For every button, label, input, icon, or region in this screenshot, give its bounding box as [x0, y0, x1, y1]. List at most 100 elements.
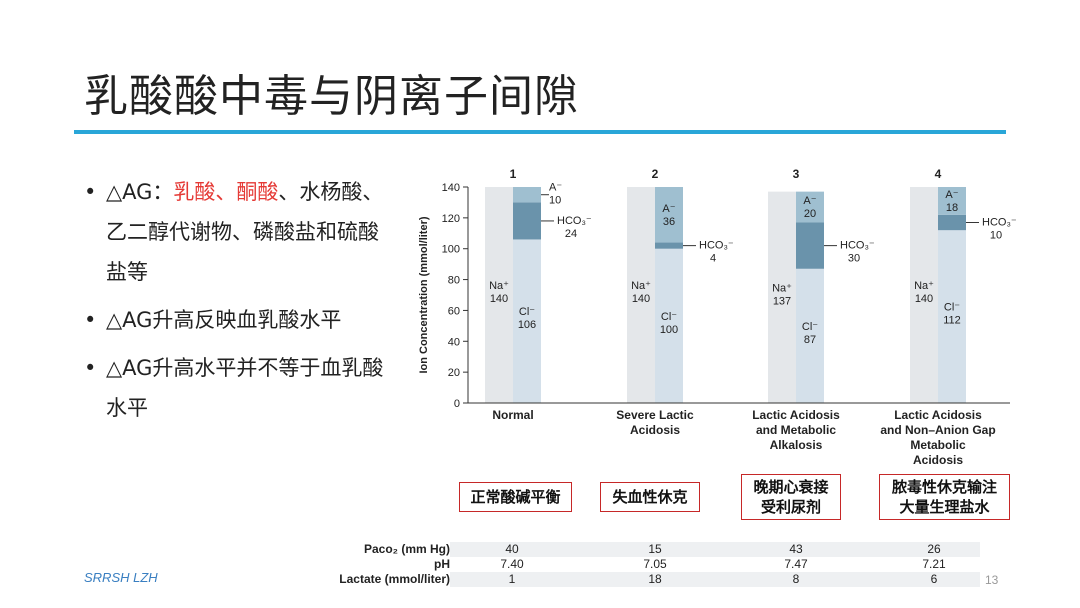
hco3-label: HCO₃⁻	[840, 240, 875, 252]
na-value: 140	[915, 293, 933, 305]
cl-label: Cl⁻	[944, 302, 960, 314]
scenario-label-line: 失血性休克	[612, 488, 688, 506]
bar-na	[910, 187, 938, 403]
hco3-value: 4	[710, 253, 716, 265]
group-number: 2	[652, 167, 659, 181]
y-axis-title: Ion Concentration (mmol/liter)	[418, 216, 430, 373]
bar-hco3	[655, 242, 683, 249]
bullet-dot: •	[84, 308, 97, 332]
y-tick-label: 40	[448, 336, 460, 348]
bar-anion	[796, 191, 824, 223]
group-label: Metabolic	[910, 438, 966, 452]
na-value: 140	[490, 293, 508, 305]
bar-na	[627, 187, 655, 403]
bullet-dot: •	[84, 180, 97, 204]
scenario-label-box: 晚期心衰接 受利尿剂	[741, 474, 841, 520]
slide-title: 乳酸酸中毒与阴离子间隙	[84, 71, 579, 122]
hco3-label: HCO₃⁻	[699, 240, 734, 252]
anion-value: 36	[663, 216, 675, 228]
table-cell: 7.05	[643, 557, 667, 571]
table-cell: 8	[792, 572, 800, 586]
table-cell: 18	[648, 572, 662, 586]
group-label: Lactic Acidosis	[894, 408, 982, 422]
table-cell: 7.40	[500, 557, 524, 571]
anion-value: 18	[946, 202, 958, 214]
group-number: 3	[793, 167, 800, 181]
bullet-item: • △AG：乳酸、酮酸、水杨酸、乙二醇代谢物、磷酸盐和硫酸盐等	[84, 172, 384, 292]
table-cell: 7.21	[922, 557, 946, 571]
row-shading	[450, 542, 980, 557]
y-tick-label: 140	[442, 182, 460, 194]
cl-value: 112	[943, 315, 961, 327]
table-row-label: Lactate (mmol/liter)	[339, 572, 450, 586]
bar-cl	[655, 248, 683, 403]
hco3-value: 30	[848, 253, 860, 265]
cl-value: 106	[518, 319, 536, 331]
cl-value: 100	[660, 324, 678, 336]
row-shading	[450, 572, 980, 587]
anion-label: A⁻	[945, 189, 958, 201]
cl-label: Cl⁻	[519, 306, 535, 318]
scenario-label-line: 晚期心衰接	[753, 478, 829, 496]
anion-label: A⁻	[803, 195, 816, 207]
bar-cl	[513, 239, 541, 403]
na-value: 140	[632, 293, 650, 305]
y-tick-label: 60	[448, 305, 460, 317]
table-cell: 26	[927, 542, 941, 556]
y-tick-label: 20	[448, 367, 460, 379]
bullet-text: 、水杨酸、乙二醇代谢物、磷酸盐和硫酸盐等	[106, 180, 384, 284]
table-cell: 15	[648, 542, 662, 556]
table-row-label: Paco₂ (mm Hg)	[363, 542, 450, 556]
y-tick-label: 0	[454, 398, 460, 410]
table-cell: 1	[508, 572, 516, 586]
group-label: and Metabolic	[756, 423, 836, 437]
group-number: 1	[510, 167, 517, 181]
anion-label: A⁻	[662, 203, 675, 215]
anion-value: 10	[549, 195, 561, 207]
na-value: 137	[773, 295, 791, 307]
na-label: Na⁺	[631, 280, 651, 292]
cl-value: 87	[804, 334, 816, 346]
bullet-list: • △AG：乳酸、酮酸、水杨酸、乙二醇代谢物、磷酸盐和硫酸盐等 • △AG升高反映血乳…	[84, 172, 384, 436]
y-tick-label: 100	[442, 244, 460, 256]
scenario-label-line: 受利尿剂	[760, 498, 821, 516]
table-row: Lactate (mmol/liter) 1 18 8 6	[300, 572, 980, 587]
table-row: pH 7.40 7.05 7.47 7.21	[300, 557, 980, 572]
group-number: 4	[935, 167, 942, 181]
bar-anion	[655, 187, 683, 243]
group-label: Normal	[492, 408, 533, 422]
scenario-label-line: 大量生理盐水	[899, 498, 990, 516]
na-label: Na⁺	[489, 280, 509, 292]
scenario-label-box: 正常酸碱平衡	[459, 482, 572, 512]
anion-value: 20	[804, 208, 816, 220]
bullet-item: • △AG升高水平并不等于血乳酸水平	[84, 348, 384, 428]
bullet-text: △AG升高反映血乳酸水平	[106, 308, 342, 332]
bullet-text: 乳酸、酮酸	[173, 180, 279, 204]
scenario-label-line: 正常酸碱平衡	[470, 488, 561, 506]
bar-anion	[938, 187, 966, 215]
table-cell: 43	[789, 542, 803, 556]
bar-hco3	[938, 214, 966, 231]
na-label: Na⁺	[772, 282, 792, 294]
group-label: Acidosis	[630, 423, 680, 437]
group-label: Lactic Acidosis	[752, 408, 840, 422]
bar-cl	[938, 230, 966, 403]
table-row: Paco₂ (mm Hg) 40 15 43 26	[300, 542, 980, 557]
bullet-text: △AG升高水平并不等于血乳酸水平	[106, 356, 384, 420]
bar-hco3	[513, 202, 541, 240]
hco3-value: 24	[565, 228, 577, 240]
bullet-item: • △AG升高反映血乳酸水平	[84, 300, 384, 340]
scenario-label-box: 失血性休克	[600, 482, 700, 512]
group-label: Acidosis	[913, 453, 963, 467]
table-row-label: pH	[434, 557, 450, 571]
scenario-label-line: 脓毒性休克输注	[891, 478, 997, 496]
bar-hco3	[796, 222, 824, 269]
cl-label: Cl⁻	[661, 311, 677, 323]
bullet-text: △AG：	[106, 180, 174, 204]
scenario-label-box: 脓毒性休克输注 大量生理盐水	[879, 474, 1010, 520]
table-cell: 40	[505, 542, 519, 556]
hco3-value: 10	[990, 229, 1002, 241]
anion-label: A⁻	[549, 182, 562, 194]
cl-label: Cl⁻	[802, 321, 818, 333]
